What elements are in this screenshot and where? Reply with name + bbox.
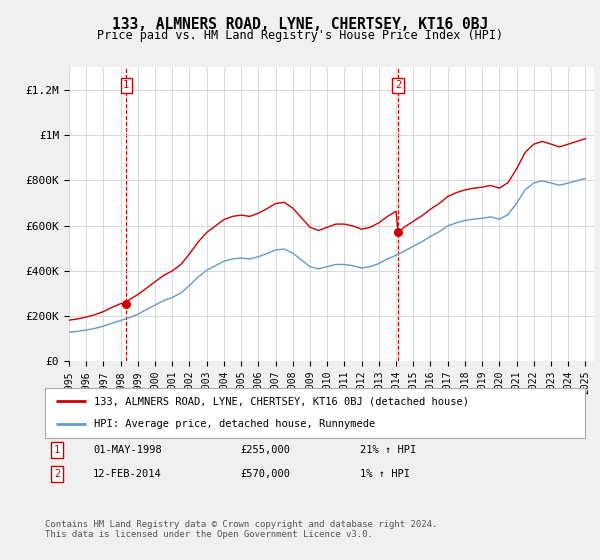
Text: 12-FEB-2014: 12-FEB-2014: [93, 469, 162, 479]
Text: 133, ALMNERS ROAD, LYNE, CHERTSEY, KT16 0BJ (detached house): 133, ALMNERS ROAD, LYNE, CHERTSEY, KT16 …: [94, 396, 469, 406]
Text: 2: 2: [54, 469, 60, 479]
Text: 21% ↑ HPI: 21% ↑ HPI: [360, 445, 416, 455]
Text: 2: 2: [395, 80, 401, 90]
Text: 1: 1: [54, 445, 60, 455]
Text: 1: 1: [123, 80, 130, 90]
Text: Contains HM Land Registry data © Crown copyright and database right 2024.
This d: Contains HM Land Registry data © Crown c…: [45, 520, 437, 539]
Text: 01-MAY-1998: 01-MAY-1998: [93, 445, 162, 455]
Text: £255,000: £255,000: [240, 445, 290, 455]
Text: 1% ↑ HPI: 1% ↑ HPI: [360, 469, 410, 479]
Text: 133, ALMNERS ROAD, LYNE, CHERTSEY, KT16 0BJ: 133, ALMNERS ROAD, LYNE, CHERTSEY, KT16 …: [112, 17, 488, 32]
Text: £570,000: £570,000: [240, 469, 290, 479]
Text: Price paid vs. HM Land Registry's House Price Index (HPI): Price paid vs. HM Land Registry's House …: [97, 29, 503, 42]
Text: HPI: Average price, detached house, Runnymede: HPI: Average price, detached house, Runn…: [94, 419, 375, 430]
